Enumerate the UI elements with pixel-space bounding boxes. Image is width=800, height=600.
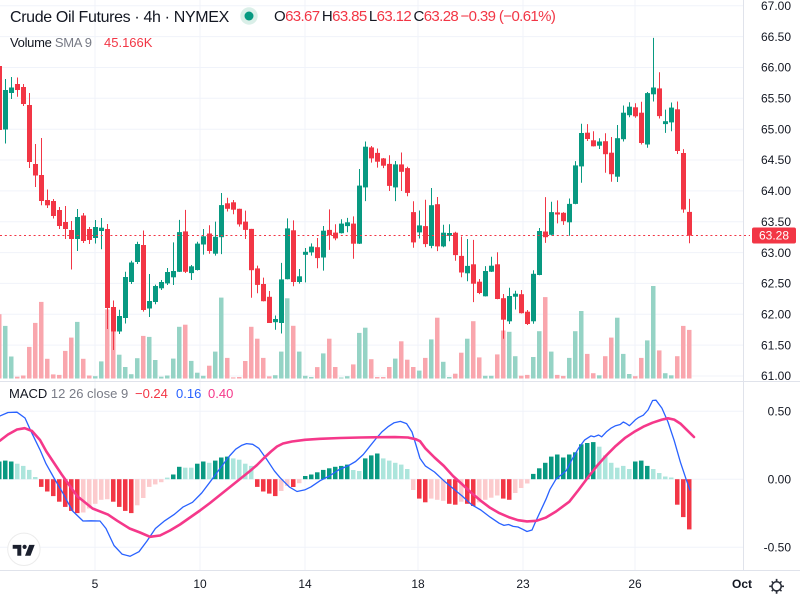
svg-text:66.50: 66.50 xyxy=(761,30,791,44)
svg-text:67.00: 67.00 xyxy=(761,0,791,13)
svg-text:10: 10 xyxy=(193,577,207,591)
svg-text:64.50: 64.50 xyxy=(761,153,791,167)
svg-text:65.50: 65.50 xyxy=(761,92,791,106)
svg-text:0.50: 0.50 xyxy=(768,404,792,418)
svg-text:66.00: 66.00 xyxy=(761,61,791,75)
svg-text:O63.67 H63.85 L63.12 C63.28 −0: O63.67 H63.85 L63.12 C63.28 −0.39 (−0.61… xyxy=(274,8,556,25)
svg-text:61.50: 61.50 xyxy=(761,338,791,352)
svg-text:63.00: 63.00 xyxy=(761,246,791,260)
svg-text:18: 18 xyxy=(411,577,425,591)
svg-text:0.16: 0.16 xyxy=(176,386,201,401)
svg-text:5: 5 xyxy=(92,577,99,591)
svg-text:26: 26 xyxy=(628,577,642,591)
svg-text:61.00: 61.00 xyxy=(761,369,791,383)
svg-text:0.00: 0.00 xyxy=(768,472,792,486)
svg-text:MACD 12 26 close 9: MACD 12 26 close 9 xyxy=(9,386,128,401)
svg-text:62.50: 62.50 xyxy=(761,277,791,291)
svg-text:Volume SMA 9: Volume SMA 9 xyxy=(10,35,92,50)
svg-text:Oct: Oct xyxy=(732,577,752,591)
svg-text:64.00: 64.00 xyxy=(761,184,791,198)
svg-text:65.00: 65.00 xyxy=(761,122,791,136)
svg-text:Crude Oil Futures · 4h · NYMEX: Crude Oil Futures · 4h · NYMEX xyxy=(10,9,230,26)
svg-text:63.28: 63.28 xyxy=(759,229,789,243)
svg-text:-0.50: -0.50 xyxy=(764,540,792,554)
svg-text:63.50: 63.50 xyxy=(761,215,791,229)
svg-text:14: 14 xyxy=(298,577,312,591)
svg-text:−0.24: −0.24 xyxy=(135,386,168,401)
svg-text:23: 23 xyxy=(516,577,530,591)
svg-text:62.00: 62.00 xyxy=(761,308,791,322)
svg-text:0.40: 0.40 xyxy=(208,386,233,401)
svg-text:45.166K: 45.166K xyxy=(104,35,153,50)
